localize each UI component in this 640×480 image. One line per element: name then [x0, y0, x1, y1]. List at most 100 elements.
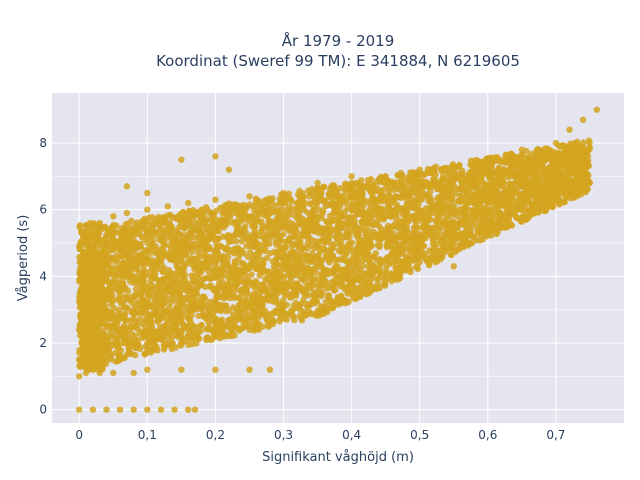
- data-point: [125, 344, 133, 352]
- data-point: [248, 292, 255, 299]
- data-point: [511, 206, 518, 213]
- data-point: [199, 313, 207, 320]
- data-point: [319, 208, 327, 215]
- data-point: [406, 265, 414, 272]
- data-point: [344, 283, 351, 291]
- data-point: [414, 225, 421, 232]
- data-point: [83, 240, 90, 248]
- data-point: [200, 293, 208, 300]
- data-point: [369, 272, 376, 279]
- data-point: [155, 289, 162, 297]
- data-point: [284, 238, 291, 245]
- data-point: [456, 242, 463, 249]
- data-point: [123, 351, 131, 358]
- data-point: [345, 230, 352, 237]
- data-point: [329, 252, 336, 260]
- data-point: [288, 198, 296, 205]
- data-point: [212, 333, 219, 340]
- data-point: [425, 198, 432, 205]
- data-point: [545, 192, 553, 199]
- data-point: [476, 175, 483, 182]
- data-point: [132, 238, 139, 246]
- data-point: [466, 180, 473, 188]
- data-point: [293, 207, 300, 214]
- data-point: [168, 234, 175, 241]
- data-point: [534, 194, 541, 201]
- data-point: [136, 315, 143, 323]
- data-point: [510, 164, 518, 171]
- data-point: [288, 220, 295, 227]
- data-point: [198, 207, 206, 214]
- data-point: [110, 332, 117, 339]
- data-point: [227, 274, 234, 281]
- data-point: [437, 256, 444, 263]
- data-point: [508, 171, 515, 178]
- data-point: [455, 171, 462, 178]
- data-point: [411, 186, 419, 194]
- data-point: [429, 240, 437, 248]
- data-point: [180, 298, 187, 305]
- data-point: [300, 204, 307, 211]
- data-point: [110, 276, 118, 283]
- data-point: [109, 315, 116, 322]
- data-point: [307, 200, 314, 207]
- data-point: [301, 199, 308, 206]
- data-point: [118, 264, 125, 271]
- data-point: [265, 271, 272, 279]
- data-point: [272, 222, 279, 229]
- data-point: [316, 279, 324, 286]
- data-point: [474, 188, 482, 195]
- data-point: [272, 227, 279, 234]
- data-point: [556, 200, 563, 207]
- data-point: [149, 286, 156, 293]
- data-point: [479, 236, 487, 243]
- data-point: [555, 174, 562, 181]
- data-point: [376, 265, 383, 272]
- data-point: [381, 276, 388, 283]
- data-point: [407, 176, 415, 184]
- data-point: [157, 278, 165, 285]
- data-point: [218, 278, 226, 285]
- data-point: [103, 233, 111, 240]
- data-point: [162, 323, 169, 331]
- data-point: [174, 263, 181, 270]
- data-point: [249, 306, 256, 313]
- data-point: [186, 316, 193, 323]
- data-point: [353, 250, 361, 257]
- data-point: [440, 244, 447, 252]
- data-point: [379, 186, 386, 194]
- data-point: [238, 260, 245, 267]
- data-point: [550, 168, 558, 175]
- data-point: [415, 193, 422, 200]
- data-point: [113, 343, 120, 350]
- data-point: [374, 280, 381, 288]
- data-point: [350, 295, 357, 302]
- data-point: [299, 190, 306, 197]
- data-point: [383, 197, 390, 204]
- data-point: [119, 278, 127, 285]
- data-point: [110, 221, 117, 229]
- data-point: [243, 291, 250, 298]
- data-point: [246, 319, 253, 326]
- data-point: [172, 280, 180, 287]
- data-point: [121, 325, 128, 332]
- data-point: [484, 207, 491, 214]
- data-point: [188, 272, 195, 279]
- data-point: [219, 259, 227, 267]
- data-point: [269, 258, 277, 265]
- data-point: [148, 256, 155, 263]
- data-point: [581, 179, 588, 186]
- data-point: [527, 192, 534, 200]
- data-point: [296, 303, 303, 310]
- data-point: [162, 277, 170, 284]
- data-point: [403, 227, 411, 234]
- data-point: [394, 224, 401, 231]
- data-point: [401, 267, 409, 274]
- data-point: [359, 245, 366, 253]
- data-point: [450, 218, 457, 226]
- data-point: [139, 328, 146, 336]
- data-point: [272, 292, 279, 300]
- data-points: [76, 106, 600, 413]
- data-point: [121, 273, 128, 280]
- data-point: [341, 256, 348, 263]
